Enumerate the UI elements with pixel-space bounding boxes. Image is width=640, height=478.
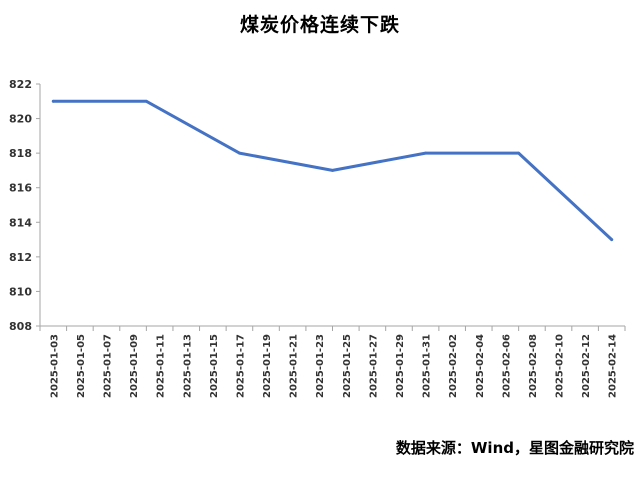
- data-source-note: 数据来源：Wind，星图金融研究院: [395, 439, 634, 457]
- data-point: [331, 169, 334, 172]
- y-tick-label: 818: [9, 147, 32, 160]
- data-point: [517, 151, 520, 155]
- chart-title: 煤炭价格连续下跌: [239, 14, 400, 36]
- x-tick-label: 2025-01-15: [209, 334, 220, 398]
- y-axis: 808 810 812 814 816 818 820 822: [9, 78, 41, 333]
- x-tick-label: 2025-02-10: [555, 334, 566, 398]
- x-tick-label: 2025-01-11: [156, 334, 167, 398]
- data-point: [610, 238, 614, 242]
- y-tick-label: 816: [9, 182, 32, 195]
- y-tick-label: 810: [9, 285, 32, 298]
- x-tick-label: 2025-01-25: [342, 334, 353, 398]
- y-tick-label: 822: [9, 78, 32, 91]
- y-tick-label: 812: [9, 251, 32, 264]
- x-tick-label: 2025-01-03: [49, 334, 60, 398]
- x-tick-label: 2025-02-02: [448, 334, 459, 398]
- x-tick-label: 2025-01-09: [129, 334, 140, 398]
- x-tick-label: 2025-01-19: [262, 334, 273, 398]
- x-tick-label: 2025-01-13: [182, 334, 193, 398]
- x-tick-label: 2025-02-12: [581, 334, 592, 398]
- y-tick-label: 820: [9, 113, 32, 126]
- y-tick-label: 808: [9, 320, 32, 333]
- x-tick-label: 2025-02-04: [475, 334, 486, 398]
- x-tick-label: 2025-01-07: [102, 334, 113, 398]
- x-tick-label: 2025-02-08: [528, 334, 539, 398]
- data-point: [145, 99, 148, 103]
- x-axis: 2025-01-03 2025-01-05 2025-01-07 2025-01-09…: [39, 325, 626, 398]
- x-tick-label: 2025-02-14: [608, 334, 619, 398]
- x-tick-label: 2025-01-31: [422, 334, 433, 398]
- x-tick-label: 2025-01-27: [368, 334, 379, 398]
- x-tick-label: 2025-01-21: [289, 334, 300, 398]
- x-tick-label: 2025-02-06: [501, 334, 512, 398]
- x-tick-label: 2025-01-05: [76, 334, 87, 398]
- x-tick-label: 2025-01-17: [235, 334, 246, 398]
- data-point: [424, 151, 427, 155]
- data-point: [51, 99, 55, 103]
- data-point: [238, 151, 241, 155]
- x-tick-label: 2025-01-29: [395, 334, 406, 398]
- y-tick-label: 814: [9, 216, 32, 229]
- series-layer: [51, 99, 614, 242]
- x-tick-label: 2025-01-23: [315, 334, 326, 398]
